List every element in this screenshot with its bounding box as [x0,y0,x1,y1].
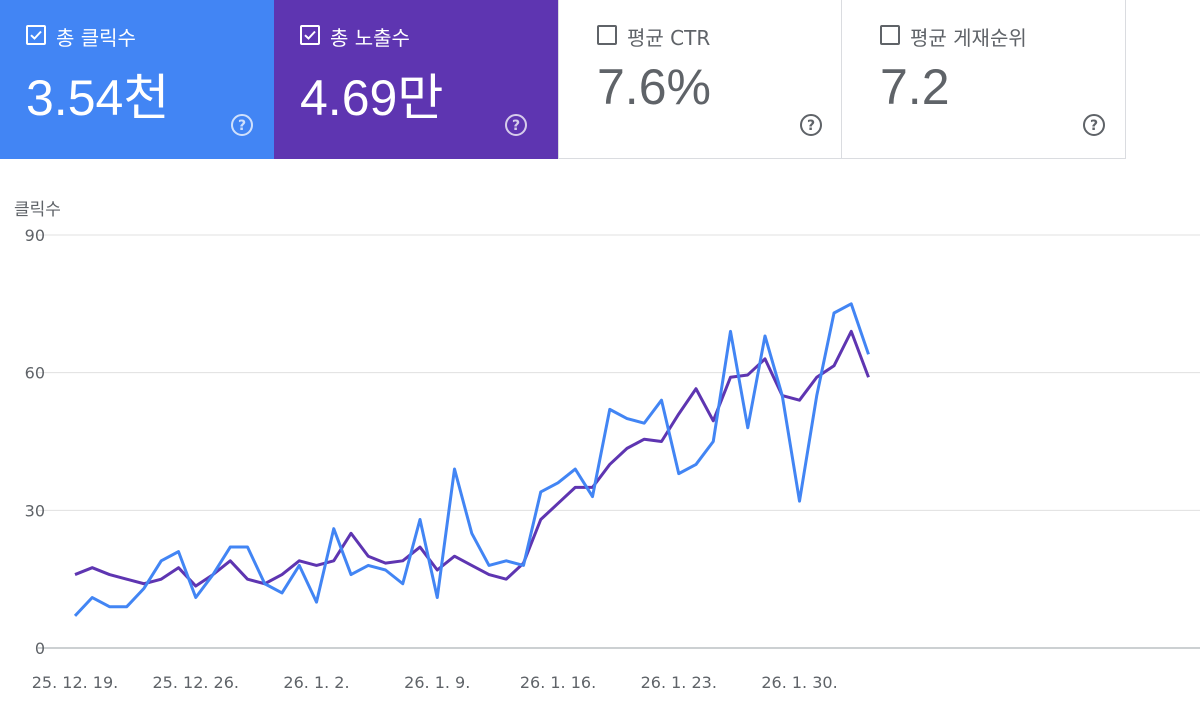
x-tick-label: 26. 1. 23. [641,673,717,692]
card-label: 평균 CTR [627,26,711,50]
series-line-impressions[interactable] [74,329,870,588]
y-axis-label: 클릭수 [14,200,61,220]
x-tick-label: 26. 1. 9. [404,673,470,692]
series-line-clicks[interactable] [73,302,870,617]
svg-text:?: ? [238,118,246,134]
card-total-impressions[interactable]: 총 노출수 4.69만 ? [274,0,558,159]
x-tick-label: 26. 1. 30. [761,673,837,692]
checkbox-checked-icon[interactable] [300,25,320,45]
card-value: 3.54천 [26,70,170,126]
x-tick-label: 25. 12. 19. [32,673,119,692]
performance-chart[interactable]: 클릭수 0 30 60 90 25. 12. 19. 25. 12. 26. 26. 1.… [0,159,1200,711]
grid [38,234,1200,649]
card-value: 4.69만 [300,70,444,126]
card-value: 7.2 [880,59,950,115]
x-axis-ticks: 25. 12. 19. 25. 12. 26. 26. 1. 2. 26. 1. 9.… [32,673,838,692]
help-icon[interactable]: ? [504,113,528,137]
checkbox-unchecked-icon[interactable] [597,25,617,45]
card-value: 7.6% [597,59,711,115]
card-label: 총 노출수 [330,26,410,50]
card-average-ctr[interactable]: 평균 CTR 7.6% ? [558,0,842,159]
card-total-clicks[interactable]: 총 클릭수 3.54천 ? [0,0,274,159]
x-tick-label: 26. 1. 16. [520,673,596,692]
series [73,302,870,617]
y-tick-label: 90 [25,226,45,245]
y-axis-ticks: 0 30 60 90 [25,226,45,658]
help-icon[interactable]: ? [799,113,823,137]
help-icon[interactable]: ? [230,113,254,137]
checkbox-checked-icon[interactable] [26,25,46,45]
svg-text:?: ? [807,118,815,134]
y-tick-label: 0 [35,639,45,658]
x-tick-label: 25. 12. 26. [152,673,239,692]
svg-text:?: ? [512,118,520,134]
help-icon[interactable]: ? [1082,113,1106,137]
card-label: 평균 게재순위 [910,26,1027,50]
y-tick-label: 60 [25,364,45,383]
checkbox-unchecked-icon[interactable] [880,25,900,45]
y-tick-label: 30 [25,501,45,520]
card-label: 총 클릭수 [56,26,136,50]
svg-text:?: ? [1090,118,1098,134]
metric-cards: 총 클릭수 3.54천 ? 총 노출수 4.69만 ? 평균 CTR 7.6% … [0,0,1126,159]
x-tick-label: 26. 1. 2. [283,673,349,692]
card-average-position[interactable]: 평균 게재순위 7.2 ? [842,0,1126,159]
